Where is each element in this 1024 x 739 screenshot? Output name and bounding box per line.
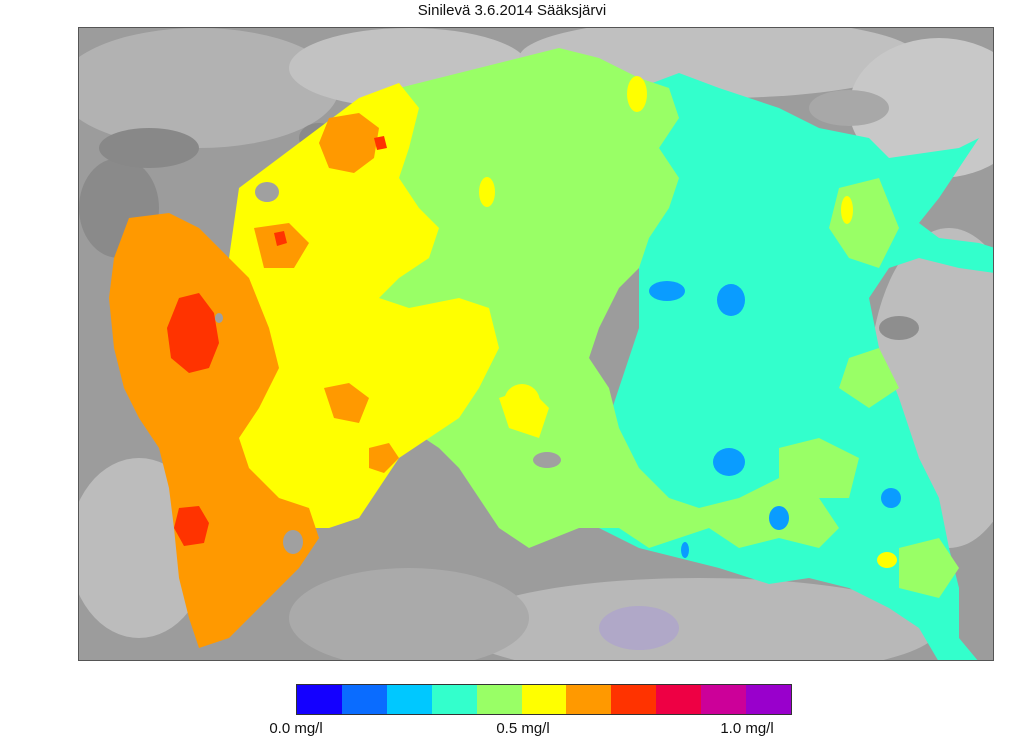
legend-swatch-9: [701, 685, 747, 714]
legend-swatch-8: [656, 685, 702, 714]
legend-swatch-7: [611, 685, 657, 714]
legend-swatch-5: [521, 685, 567, 714]
legend-swatch-6: [566, 685, 612, 714]
map-canvas: [79, 28, 993, 660]
legend-swatch-1: [341, 685, 387, 714]
contour-orange: [109, 213, 319, 648]
legend-swatch-0: [297, 685, 342, 714]
contour-red: [167, 293, 219, 373]
legend-swatch-10: [746, 685, 791, 714]
contour-green: [329, 48, 839, 548]
lake-contours: [109, 48, 993, 660]
legend-swatch-4: [476, 685, 522, 714]
color-scale-legend: [296, 684, 792, 715]
legend-swatch-3: [431, 685, 477, 714]
legend-swatch-2: [386, 685, 432, 714]
legend-tick-mid: 0.5 mg/l: [496, 720, 550, 737]
contour-yellow: [209, 83, 499, 528]
legend-tick-max: 1.0 mg/l: [720, 720, 774, 737]
map-title: Sinilevä 3.6.2014 Sääksjärvi: [417, 2, 607, 19]
concentration-map: [78, 27, 994, 661]
legend-tick-min: 0.0 mg/l: [269, 720, 323, 737]
